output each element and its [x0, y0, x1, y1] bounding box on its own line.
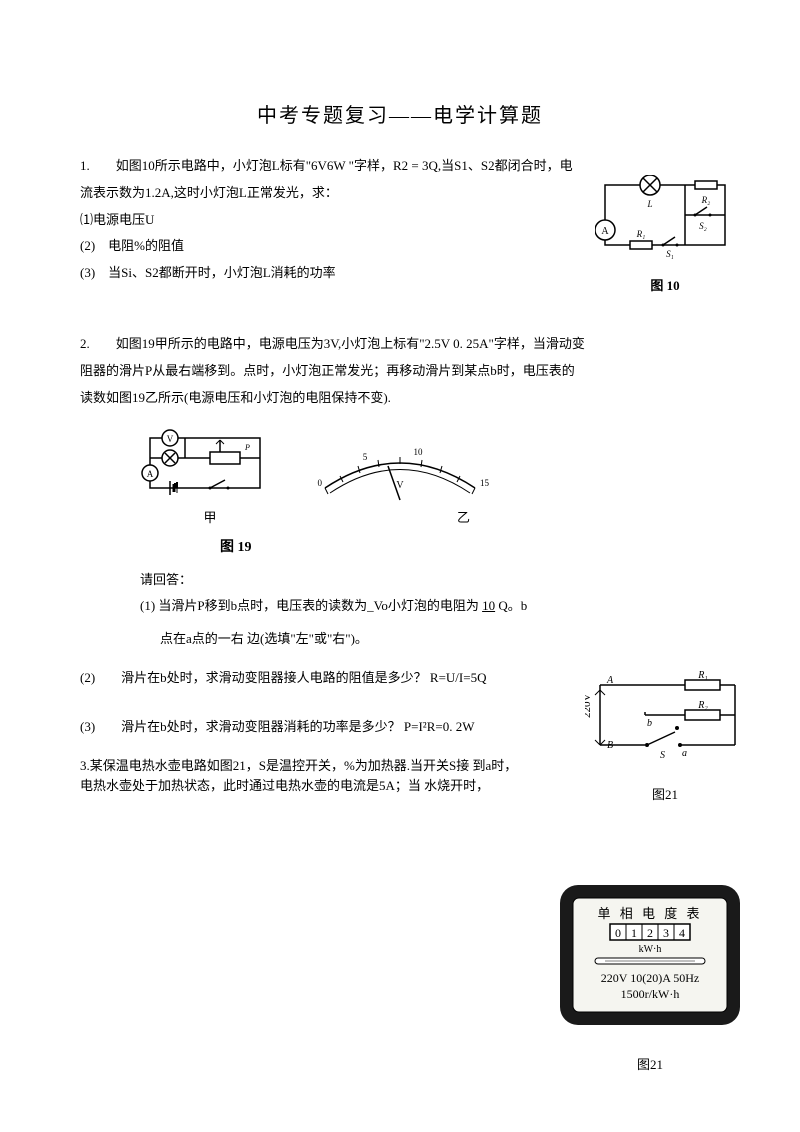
label-A2: A	[147, 469, 154, 479]
fig19-yi-label: 乙	[310, 508, 490, 529]
svg-text:220V 10(20)A 50Hz: 220V 10(20)A 50Hz	[601, 971, 699, 985]
svg-text:A: A	[606, 675, 614, 686]
label-S2: S₂	[699, 221, 707, 231]
label-L: L	[646, 199, 652, 209]
label-S1: S₁	[666, 249, 674, 259]
svg-text:b: b	[647, 718, 652, 729]
figure-19: V A P 甲 0 5 10 15	[140, 428, 720, 529]
q2-line2: 阻器的滑片P从最右端移到。点时，小灯泡正常发光；再移动滑片到某点b时，电压表的	[80, 361, 720, 382]
page-title: 中考专题复习――电学计算题	[80, 100, 720, 132]
svg-text:1: 1	[631, 926, 637, 940]
figure-21-meter: 单 相 电 度 表 0 1 2 3 4 kW·h 220V 10(20)A 50…	[550, 880, 750, 1076]
figure-19-label: 图 19	[220, 537, 720, 559]
svg-text:S: S	[660, 750, 665, 761]
svg-text:3: 3	[663, 926, 669, 940]
svg-text:2: 2	[647, 926, 653, 940]
svg-text:15: 15	[480, 478, 490, 488]
svg-text:V: V	[396, 480, 404, 491]
svg-text:1500r/kW·h: 1500r/kW·h	[621, 987, 680, 1001]
q1-line1: 1. 如图10所示电路中，小灯泡L标有"6V6W "字样，R2 = 3Q,当S1…	[80, 156, 720, 177]
label-V: V	[167, 434, 174, 444]
svg-text:5: 5	[363, 452, 368, 462]
figure-21-circuit: R₁ R₂ a b S A B 220V 图21	[580, 670, 750, 806]
svg-text:P: P	[244, 443, 250, 452]
svg-text:B: B	[607, 740, 613, 751]
fig19-jia-label: 甲	[140, 508, 280, 529]
q2-prompt: 请回答：	[140, 570, 720, 591]
svg-text:a: a	[682, 748, 687, 759]
circuit-diagram-10: L R₂ R₁ S₁ S₂ A	[595, 175, 735, 265]
svg-text:10: 10	[414, 447, 424, 457]
svg-text:R₁: R₁	[697, 670, 708, 681]
q3-line1: 3.某保温电热水壶电路如图21，S是温控开关，%为加热器.当开关S接 到a时，电…	[80, 756, 530, 798]
svg-text:4: 4	[679, 926, 685, 940]
figure-10: L R₂ R₁ S₁ S₂ A 图 10	[590, 175, 740, 297]
q2-line3: 读数如图19乙所示(电源电压和小灯泡的电阻保持不变).	[80, 388, 720, 409]
figure-10-label: 图 10	[590, 276, 740, 297]
figure-21-label-1: 图21	[580, 785, 750, 806]
label-A: A	[601, 226, 609, 237]
svg-text:R₂: R₂	[697, 700, 708, 711]
circuit-diagram-19-jia: V A P 甲	[140, 428, 280, 529]
svg-text:单 相 电 度 表: 单 相 电 度 表	[597, 906, 702, 921]
question-2: 2. 如图19甲所示的电路中，电源电压为3V,小灯泡上标有"2.5V 0. 25…	[80, 334, 720, 408]
svg-text:0: 0	[318, 478, 323, 488]
label-R1: R₁	[636, 229, 646, 239]
q2-sub1: (1) 当滑片P移到b点时，电压表的读数为_Vo小灯泡的电阻为 10 Q。b	[140, 596, 720, 617]
figure-21-label-2: 图21	[550, 1055, 750, 1076]
label-R2: R₂	[701, 195, 711, 205]
svg-text:kW·h: kW·h	[639, 944, 662, 955]
svg-text:220V: 220V	[585, 694, 593, 719]
q2-line1: 2. 如图19甲所示的电路中，电源电压为3V,小灯泡上标有"2.5V 0. 25…	[80, 334, 720, 355]
svg-text:0: 0	[615, 926, 621, 940]
voltmeter-scale-yi: 0 5 10 15 V 乙	[310, 438, 490, 529]
q2-sub1c: 点在a点的一右 边(选填"左"或"右")。	[160, 629, 720, 650]
